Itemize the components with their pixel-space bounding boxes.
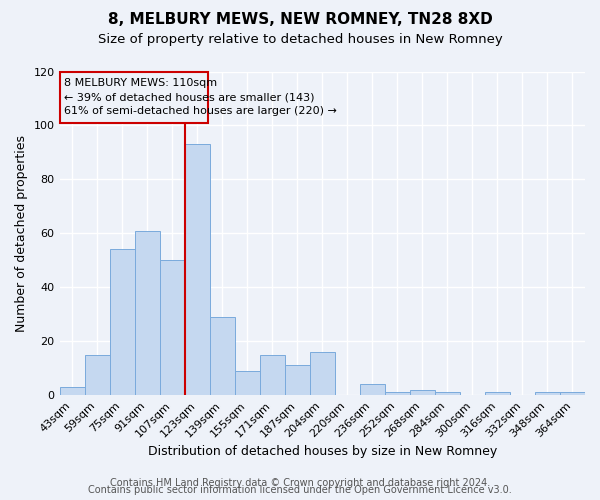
FancyBboxPatch shape <box>60 72 208 122</box>
Bar <box>435 392 460 395</box>
Bar <box>310 352 335 395</box>
Bar <box>110 250 134 395</box>
Bar <box>185 144 209 395</box>
Bar <box>485 392 510 395</box>
Text: Size of property relative to detached houses in New Romney: Size of property relative to detached ho… <box>98 32 502 46</box>
Text: Contains public sector information licensed under the Open Government Licence v3: Contains public sector information licen… <box>88 485 512 495</box>
Text: 8 MELBURY MEWS: 110sqm
← 39% of detached houses are smaller (143)
61% of semi-de: 8 MELBURY MEWS: 110sqm ← 39% of detached… <box>64 78 337 116</box>
Bar <box>235 371 260 395</box>
Bar <box>385 392 410 395</box>
Bar <box>360 384 385 395</box>
Bar <box>160 260 185 395</box>
Bar <box>85 354 110 395</box>
Bar <box>560 392 585 395</box>
Bar <box>535 392 560 395</box>
Bar <box>209 317 235 395</box>
Text: Contains HM Land Registry data © Crown copyright and database right 2024.: Contains HM Land Registry data © Crown c… <box>110 478 490 488</box>
Bar <box>260 354 285 395</box>
Text: 8, MELBURY MEWS, NEW ROMNEY, TN28 8XD: 8, MELBURY MEWS, NEW ROMNEY, TN28 8XD <box>107 12 493 28</box>
X-axis label: Distribution of detached houses by size in New Romney: Distribution of detached houses by size … <box>148 444 497 458</box>
Bar <box>285 366 310 395</box>
Bar <box>410 390 435 395</box>
Bar <box>134 230 160 395</box>
Y-axis label: Number of detached properties: Number of detached properties <box>15 135 28 332</box>
Bar <box>59 387 85 395</box>
